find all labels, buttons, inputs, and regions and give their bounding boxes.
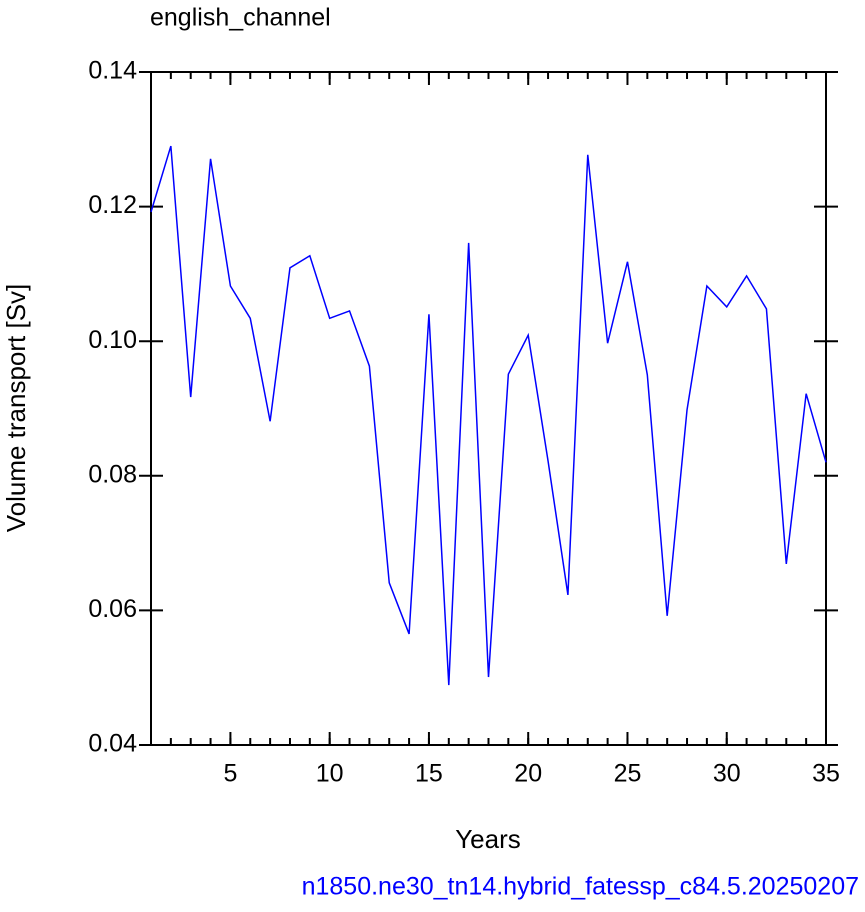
x-tick-label: 5 — [223, 760, 237, 788]
chart-title: english_channel — [150, 4, 331, 32]
footer-note: n1850.ne30_tn14.hybrid_fatessp_c84.5.202… — [302, 873, 859, 901]
y-axis-label: Volume transport [Sv] — [1, 284, 31, 533]
x-tick-label: 20 — [514, 760, 542, 788]
x-axis-label: Years — [455, 824, 521, 854]
x-tick-label: 25 — [614, 760, 642, 788]
y-tick-label: 0.10 — [88, 326, 137, 354]
x-tick-label: 35 — [812, 760, 840, 788]
x-tick-label: 15 — [415, 760, 443, 788]
y-tick-label: 0.06 — [88, 595, 137, 623]
data-line — [150, 145, 827, 686]
x-tick-label: 30 — [713, 760, 741, 788]
y-tick-label: 0.12 — [88, 191, 137, 219]
x-tick-label: 10 — [316, 760, 344, 788]
y-tick-label: 0.04 — [88, 730, 137, 758]
plot-frame — [150, 71, 827, 746]
y-tick-label: 0.14 — [88, 57, 137, 85]
y-tick-label: 0.08 — [88, 460, 137, 488]
